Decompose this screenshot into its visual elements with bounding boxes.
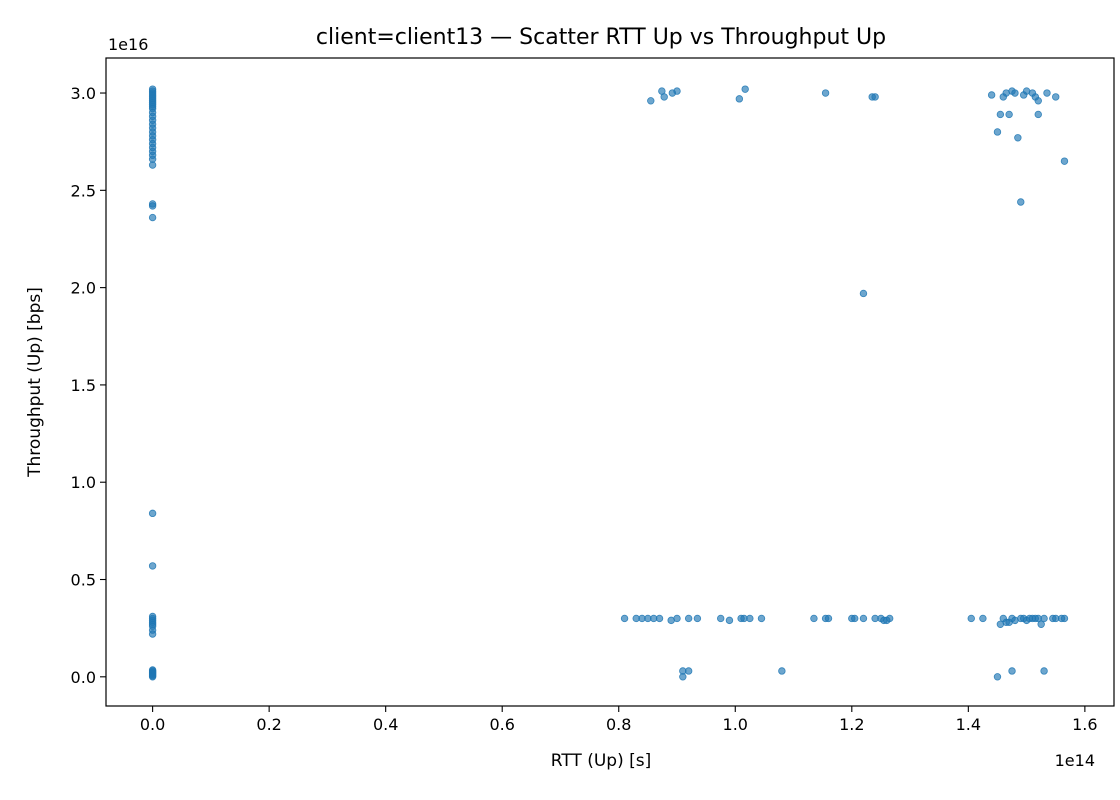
data-point	[993, 673, 1002, 681]
y-axis-ticks: 0.0 0.5 1.0 1.5 2.0 2.5 3.0	[71, 84, 106, 687]
data-point	[987, 91, 996, 99]
data-point	[1060, 157, 1069, 165]
y-tick-label: 1.0	[71, 473, 96, 492]
data-point	[1014, 134, 1022, 142]
data-point	[1060, 614, 1069, 623]
data-point	[673, 87, 681, 95]
data-point	[148, 562, 157, 570]
data-point	[851, 614, 859, 623]
data-point	[1043, 89, 1051, 97]
data-point	[967, 614, 975, 623]
data-point	[757, 614, 766, 623]
y-tick-label: 2.0	[71, 279, 96, 298]
x-axis-offset-label: 1e14	[1055, 751, 1095, 770]
data-point	[871, 93, 879, 101]
data-point	[1011, 89, 1019, 97]
data-point	[673, 614, 681, 623]
y-tick-label: 1.5	[71, 376, 96, 395]
data-point	[148, 161, 157, 169]
x-tick-label: 0.8	[606, 715, 631, 734]
plot-frame	[105, 57, 1115, 707]
data-point	[1008, 667, 1016, 675]
data-point	[885, 614, 894, 623]
data-point	[148, 673, 157, 681]
data-point	[148, 213, 157, 222]
data-point	[1040, 667, 1048, 675]
data-point	[655, 614, 664, 623]
x-axis-ticks: 0.0 0.2 0.4 0.6 0.8 1.0 1.2 1.4 1.6	[140, 706, 1098, 734]
data-point	[1034, 110, 1042, 119]
data-point	[1005, 110, 1013, 119]
x-tick-label: 0.6	[489, 715, 514, 734]
y-tick-label: 3.0	[71, 84, 96, 103]
data-point	[741, 85, 749, 93]
data-point	[735, 95, 744, 103]
x-tick-label: 0.2	[256, 715, 281, 734]
x-axis-label: RTT (Up) [s]	[551, 751, 651, 771]
y-tick-label: 2.5	[71, 181, 96, 200]
x-tick-label: 0.4	[373, 715, 398, 734]
data-point	[824, 614, 833, 623]
data-point	[684, 667, 693, 675]
data-point	[660, 93, 668, 101]
data-point	[148, 202, 157, 210]
data-point	[679, 673, 687, 681]
data-point	[859, 289, 868, 298]
data-point	[1017, 198, 1025, 206]
x-tick-label: 1.4	[956, 715, 981, 734]
data-point	[725, 616, 734, 625]
y-axis-label: Throughput (Up) [bps]	[25, 287, 45, 478]
data-point	[684, 614, 693, 623]
x-tick-label: 1.6	[1072, 715, 1097, 734]
y-axis-offset-label: 1e16	[108, 35, 148, 54]
data-point	[1052, 93, 1060, 101]
data-point	[979, 614, 987, 623]
data-point	[148, 509, 157, 518]
chart-title: client=client13 — Scatter RTT Up vs Thro…	[316, 25, 886, 50]
data-point	[1037, 620, 1045, 628]
data-point	[647, 97, 655, 105]
data-point	[620, 614, 629, 623]
y-tick-label: 0.5	[71, 571, 96, 590]
x-tick-label: 1.0	[723, 715, 748, 734]
data-point	[996, 110, 1005, 119]
data-point	[1040, 614, 1048, 623]
data-point	[746, 614, 754, 623]
data-point	[1034, 97, 1042, 105]
data-point	[778, 667, 786, 675]
data-point	[859, 614, 868, 623]
y-tick-label: 0.0	[71, 668, 96, 687]
data-point	[148, 630, 157, 638]
data-point	[821, 89, 830, 97]
data-point	[717, 614, 725, 623]
data-point	[993, 128, 1002, 136]
data-point	[810, 614, 818, 623]
data-point	[693, 614, 702, 623]
x-tick-label: 1.2	[839, 715, 864, 734]
x-tick-label: 0.0	[140, 715, 165, 734]
data-points	[148, 85, 1069, 681]
